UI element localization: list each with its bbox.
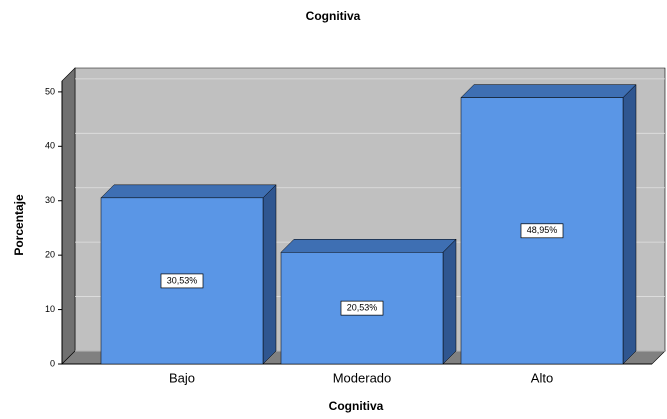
value-label-box [160,273,204,289]
value-label: 20,53% [347,303,378,313]
y-tick-label: 0 [50,358,55,368]
y-axis-title: Porcentaje [12,194,26,256]
y-tick-label: 40 [45,141,55,151]
bar-side [622,83,637,365]
y-tick-label: 10 [45,304,55,314]
x-tick-label: Alto [531,370,553,385]
x-tick-label: Moderado [333,370,392,385]
bar-side [262,184,277,365]
bar-side [442,238,457,365]
value-label-box [340,300,384,316]
chart-title: Cognitiva [306,9,361,23]
y-tick-label: 20 [45,250,55,260]
y-tick-label: 50 [45,86,55,96]
side-wall [61,67,76,365]
x-tick-label: Bajo [169,370,195,385]
value-label-box [520,223,564,239]
bar-top [460,84,637,98]
value-label: 30,53% [167,275,198,285]
y-tick-label: 30 [45,195,55,205]
bar-top [280,239,457,253]
x-axis-title: Cognitiva [329,399,384,413]
value-label: 48,95% [527,225,558,235]
bar-top [100,184,277,199]
